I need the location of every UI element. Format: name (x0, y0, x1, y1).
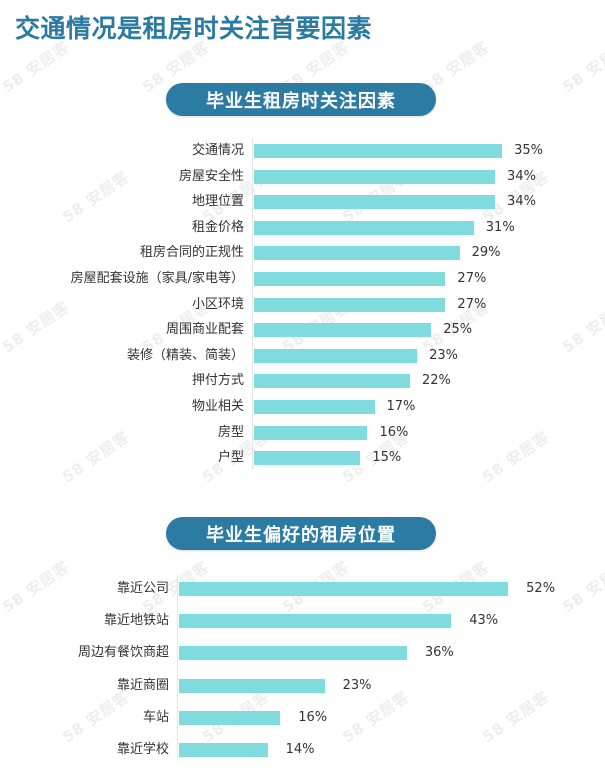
category-label: 周围商业配套 (165, 322, 244, 338)
value-label: 43% (469, 613, 499, 629)
bar (254, 272, 446, 286)
bar-row: 房屋安全性 34% (179, 168, 584, 184)
category-label: 靠近学校 (116, 742, 169, 757)
category-label: 交通情况 (191, 143, 244, 158)
value-label: 52% (526, 581, 556, 596)
bar-row: 地理位置 34% (192, 194, 584, 210)
value-label: 34% (507, 168, 536, 184)
category-label: 房屋配套设施（家具/家电等） (70, 271, 244, 286)
bar (254, 246, 460, 261)
bar (254, 144, 503, 158)
bar-row: 靠近公司 52% (117, 581, 579, 596)
watermark-text: 58 安居客 (0, 297, 74, 357)
value-label: 31% (485, 219, 515, 235)
value-label: 29% (471, 245, 501, 261)
value-label: 34% (507, 194, 536, 210)
bar (179, 646, 407, 661)
category-label: 押付方式 (191, 373, 244, 389)
bar-row: 房屋配套设施（家具/家电等） 27% (71, 271, 584, 286)
bar-row: 户型 15% (218, 450, 584, 466)
bar-row: 靠近学校 14% (117, 742, 579, 757)
bar-row: 靠近地铁站 43% (104, 613, 579, 629)
bar (179, 614, 452, 629)
value-label: 23% (429, 347, 458, 363)
category-label: 装修（精装、简装） (126, 347, 244, 363)
category-label: 靠近地铁站 (103, 613, 169, 629)
watermark-text: 58 安居客 (559, 37, 605, 97)
chart-factors: 交通情况 35% 房屋安全性 34% 地理位置 34% 租金价格 31% 租房合同的正规性 29%… (71, 138, 584, 474)
watermark-text: 58 安居客 (0, 557, 74, 617)
bar (254, 195, 496, 210)
value-label: 15% (372, 450, 402, 466)
bar (254, 348, 418, 363)
value-label: 23% (342, 677, 372, 693)
bar (254, 297, 446, 312)
watermark-text: 58 安居客 (59, 427, 134, 487)
value-label: 25% (443, 322, 473, 338)
value-label: 14% (285, 742, 315, 757)
bar (254, 374, 410, 389)
bar (179, 743, 268, 757)
chart-axis (177, 574, 178, 759)
bar (179, 678, 325, 693)
category-label: 物业相关 (191, 399, 244, 414)
bar-row: 押付方式 22% (192, 373, 584, 389)
value-label: 27% (457, 271, 487, 286)
category-label: 房型 (217, 424, 244, 440)
watermark-text: 58 安居客 (59, 687, 134, 747)
value-label: 16% (379, 424, 409, 440)
category-label: 车站 (142, 709, 169, 725)
bar (179, 710, 281, 725)
bar-row: 租房合同的正规性 29% (140, 245, 584, 261)
bar-row: 小区环境 27% (192, 296, 584, 312)
value-label: 27% (457, 296, 487, 312)
bar (254, 169, 496, 184)
bar-row: 靠近商圈 23% (117, 677, 579, 693)
bar-row: 装修（精装、简装） 23% (127, 347, 584, 363)
category-label: 周边有餐饮商超 (77, 645, 169, 661)
category-label: 靠近商圈 (116, 677, 169, 693)
bar (254, 425, 368, 440)
category-label: 户型 (217, 450, 244, 466)
category-label: 地理位置 (191, 194, 244, 210)
bar (254, 451, 361, 466)
bar-row: 周围商业配套 25% (166, 322, 584, 338)
bar (254, 400, 375, 414)
value-label: 35% (514, 143, 544, 158)
category-label: 房屋安全性 (178, 168, 244, 184)
bar (254, 323, 432, 338)
category-label: 租房合同的正规性 (139, 245, 244, 261)
chart-locations: 靠近公司 52% 靠近地铁站 43% 周边有餐饮商超 36% 靠近商圈 23% 车站 16% 靠近学… (78, 574, 579, 762)
category-label: 小区环境 (191, 296, 244, 312)
bar-row: 房型 16% (218, 424, 584, 440)
bar (179, 582, 509, 596)
bar-row: 周边有餐饮商超 36% (78, 645, 579, 661)
value-label: 22% (421, 373, 451, 389)
chart-1-title-pill: 毕业生租房时关注因素 (166, 83, 436, 116)
page-title: 交通情况是租房时关注首要因素 (15, 14, 373, 43)
bar-row: 车站 16% (143, 709, 579, 725)
bar-row: 交通情况 35% (192, 143, 584, 158)
chart-2-title-pill: 毕业生偏好的租房位置 (166, 517, 436, 550)
bar-row: 租金价格 31% (192, 219, 584, 235)
watermark-text: 58 安居客 (59, 167, 134, 227)
bar-row: 物业相关 17% (192, 399, 584, 414)
bar (254, 220, 474, 235)
category-label: 靠近公司 (116, 581, 169, 596)
value-label: 16% (298, 709, 328, 725)
chart-axis (252, 138, 253, 470)
value-label: 17% (386, 399, 416, 414)
value-label: 36% (424, 645, 454, 661)
category-label: 租金价格 (191, 219, 244, 235)
